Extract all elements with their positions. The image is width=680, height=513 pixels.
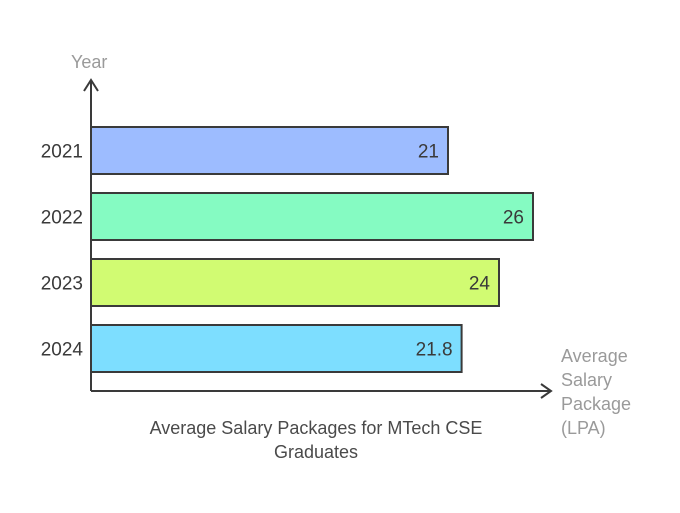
y-tick-label: 2021 — [41, 142, 83, 163]
bar-value-label: 26 — [503, 208, 524, 229]
y-tick-label: 2023 — [41, 274, 83, 295]
chart-title-line-1: Average Salary Packages for MTech CSE — [150, 418, 483, 438]
x-axis-arrow — [540, 383, 553, 399]
bar-value-label: 24 — [469, 274, 491, 295]
value-labels: 21 26 24 21.8 — [416, 142, 524, 361]
y-tick-label: 2022 — [41, 208, 83, 229]
x-axis-title-line-1: Average — [561, 346, 628, 366]
category-ticks: 2021 2022 2023 2024 — [41, 142, 84, 361]
bar-2021 — [90, 126, 449, 175]
bars-group — [90, 126, 534, 373]
bar-value-label: 21.8 — [416, 340, 453, 361]
chart-title-line-2: Graduates — [274, 442, 358, 462]
y-axis-arrow — [83, 78, 99, 92]
bar-value-label: 21 — [418, 142, 439, 163]
x-axis-title-line-3: Package — [561, 394, 631, 414]
x-axis-title-line-4: (LPA) — [561, 418, 606, 438]
bar-2023 — [90, 258, 500, 307]
x-axis-title-line-2: Salary — [561, 370, 612, 390]
bar-2022 — [90, 192, 534, 241]
bar-2024 — [90, 324, 463, 373]
y-tick-label: 2024 — [41, 340, 84, 361]
y-axis-title: Year — [71, 52, 107, 72]
